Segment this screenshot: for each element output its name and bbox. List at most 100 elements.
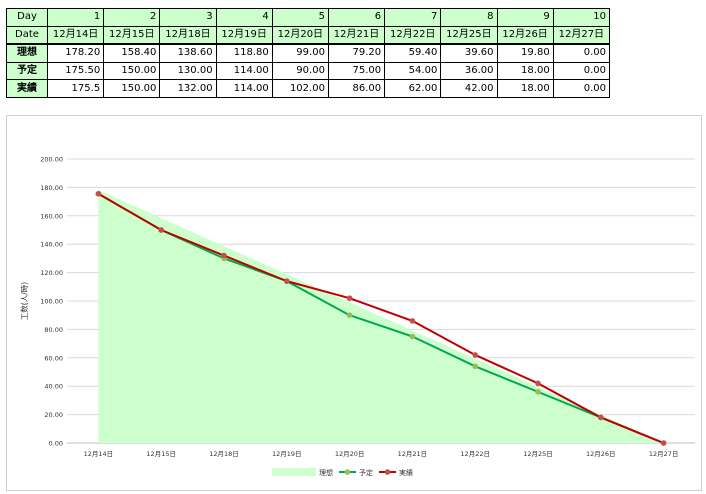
plan-line: [97, 192, 664, 444]
day-cell: 7: [384, 8, 442, 27]
value-cell: 178.20: [46, 43, 105, 63]
actual-point: [284, 278, 290, 284]
day-cell: 2: [103, 8, 161, 27]
data-table: Day 1 2 3 4 5 6 7 8 9 10 Date 12月14日 12月15日 12月18日 12月1…: [6, 8, 611, 98]
value-cell: 86.00: [327, 79, 386, 98]
value-cell: 18.00: [496, 61, 554, 81]
value-cell: 175.5: [46, 79, 105, 98]
row-label: 実績: [6, 79, 48, 98]
value-cell: 175.50: [46, 61, 105, 81]
plan-point: [409, 333, 416, 340]
value-cell: 62.00: [384, 79, 442, 98]
value-cell: 118.80: [215, 43, 273, 63]
date-cell: 12月21日: [327, 25, 386, 46]
actual-point: [158, 227, 164, 233]
value-cell: 18.00: [496, 79, 554, 98]
x-tick-label: 12月19日: [272, 450, 302, 458]
date-cell: 12月27日: [552, 25, 611, 46]
y-tick-label: 180.00: [40, 184, 63, 192]
day-row: Day 1 2 3 4 5 6 7 8 9 10: [6, 8, 611, 27]
y-axis-label: 工数(人/時): [19, 282, 29, 320]
value-cell: 132.00: [159, 79, 217, 98]
legend-plan-label: 予定: [359, 468, 373, 477]
x-tick-label: 12月26日: [586, 450, 616, 458]
actual-point: [346, 295, 353, 301]
actual-line: [97, 192, 664, 444]
date-cell: 12月18日: [159, 25, 217, 46]
value-cell: 36.00: [440, 61, 498, 81]
value-cell: 42.00: [440, 79, 498, 98]
value-cell: 150.00: [103, 79, 161, 98]
day-cell: 4: [215, 8, 273, 27]
actual-point: [221, 252, 227, 259]
actual-point: [472, 352, 479, 358]
ideal-row: 理想 178.20 158.40 138.60 118.80 99.00 79.20 59.4…: [6, 43, 611, 63]
plan-point: [535, 389, 541, 395]
burndown-chart: 0.00 20.00 40.00 60.00 80.00 100.00 120.00 140.…: [19, 156, 695, 477]
date-row: Date 12月14日 12月15日 12月18日 12月19日 12月20日 12月21日…: [6, 25, 611, 46]
row-label: 予定: [6, 61, 48, 81]
date-cell: 12月20日: [271, 25, 329, 46]
x-tick-label: 12月15日: [146, 450, 176, 458]
x-tick-label: 12月21日: [398, 450, 428, 458]
value-cell: 54.00: [384, 61, 442, 81]
value-cell: 79.20: [327, 43, 386, 63]
y-tick-label: 140.00: [40, 241, 63, 249]
x-tick-label: 12月27日: [649, 450, 679, 458]
day-cell: 1: [46, 8, 105, 27]
date-cell: 12月19日: [215, 25, 273, 46]
value-cell: 0.00: [552, 43, 611, 63]
x-tick-label: 12月22日: [460, 450, 490, 458]
date-cell: 12月14日: [46, 25, 105, 46]
chart-area: 0.00 20.00 40.00 60.00 80.00 100.00 120.00 140.…: [6, 115, 702, 491]
value-cell: 75.00: [327, 61, 386, 81]
value-cell: 114.00: [215, 79, 273, 98]
x-tick-label: 12月18日: [209, 450, 239, 458]
table-body: Day 1 2 3 4 5 6 7 8 9 10 Date 12月14日 12月15日 12月18日 12月1…: [6, 8, 611, 98]
value-cell: 114.00: [215, 61, 273, 81]
y-tick-label: 100.00: [40, 298, 63, 306]
value-cell: 99.00: [271, 43, 329, 63]
actual-point: [660, 440, 667, 446]
date-header-label: Date: [6, 25, 48, 46]
date-cell: 12月15日: [103, 25, 161, 46]
day-cell: 9: [496, 8, 554, 27]
value-cell: 102.00: [271, 79, 329, 98]
actual-point: [409, 318, 416, 324]
y-tick-label: 120.00: [40, 269, 63, 277]
day-header-label: Day: [6, 8, 48, 27]
value-cell: 59.40: [384, 43, 442, 63]
date-cell: 12月22日: [384, 25, 442, 46]
value-cell: 158.40: [103, 43, 161, 63]
x-tick-label: 12月25日: [523, 450, 553, 458]
y-tick-label: 20.00: [44, 411, 63, 419]
plan-row: 予定 175.50 150.00 130.00 114.00 90.00 75.00 54.0…: [6, 61, 611, 81]
date-cell: 12月25日: [440, 25, 498, 46]
day-cell: 8: [440, 8, 498, 27]
day-cell: 6: [327, 8, 386, 27]
day-cell: 10: [552, 8, 611, 27]
legend-actual-label: 実績: [399, 468, 413, 477]
legend-ideal-label: 理想: [319, 468, 333, 477]
day-cell: 5: [271, 8, 329, 27]
date-cell: 12月26日: [496, 25, 554, 46]
y-tick-label: 0.00: [49, 440, 63, 448]
legend-actual-marker: [384, 469, 391, 475]
actual-point: [535, 380, 541, 387]
value-cell: 138.60: [159, 43, 217, 63]
value-cell: 19.80: [496, 43, 554, 63]
value-cell: 0.00: [552, 79, 611, 98]
y-tick-label: 40.00: [44, 383, 63, 391]
x-tick-label: 12月20日: [335, 450, 365, 458]
y-tick-label: 160.00: [40, 212, 63, 220]
legend-ideal-swatch: [272, 468, 316, 476]
plan-point: [472, 363, 479, 370]
ideal-area: [98, 189, 664, 443]
actual-row: 実績 175.5 150.00 132.00 114.00 102.00 86.00 62.0…: [6, 79, 611, 98]
plan-point: [346, 312, 353, 318]
x-tick-label: 12月14日: [84, 450, 114, 458]
value-cell: 130.00: [159, 61, 217, 81]
value-cell: 0.00: [552, 61, 611, 81]
value-cell: 150.00: [103, 61, 161, 81]
actual-point: [598, 414, 604, 421]
